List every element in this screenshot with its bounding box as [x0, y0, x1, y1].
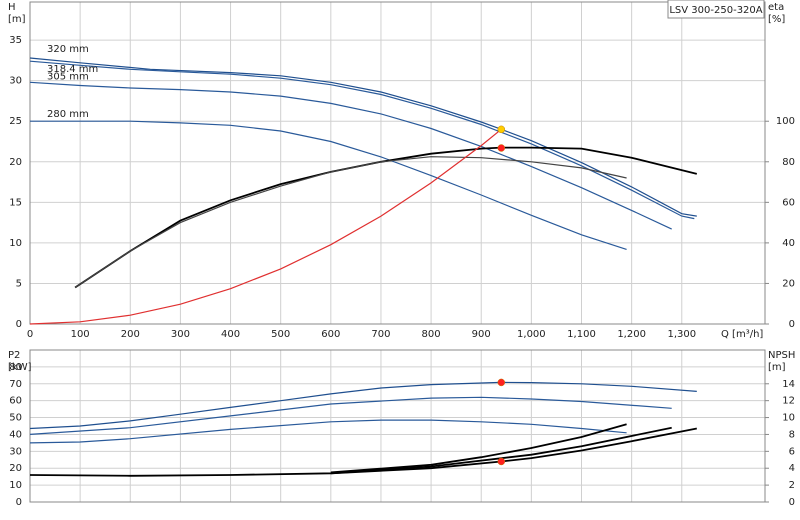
- x-tick-label: 1,300: [667, 329, 696, 340]
- y-tick-label: 80: [9, 362, 22, 373]
- x-tick-label: 800: [422, 329, 441, 340]
- operating-point: [497, 378, 506, 387]
- y-tick-label: 70: [9, 379, 22, 390]
- curve-label: 320 mm: [47, 44, 89, 55]
- y2-tick-label: 14: [782, 379, 795, 390]
- y2-tick-label: 0: [789, 319, 795, 330]
- y-tick-label: 60: [9, 396, 22, 407]
- title-box: [667, 0, 765, 19]
- y-tick-label: 40: [9, 429, 22, 440]
- y-tick-label: 15: [9, 197, 22, 208]
- x-tick-label: 1,100: [567, 329, 596, 340]
- y-tick-label: 0: [16, 497, 22, 508]
- y2-axis-label: NPSH: [768, 350, 795, 361]
- y2-tick-label: 12: [782, 396, 795, 407]
- x-tick-label: 100: [71, 329, 90, 340]
- curve: [29, 60, 695, 220]
- curve-label: 318.4 mm: [47, 64, 98, 75]
- x-tick-label: 500: [271, 329, 290, 340]
- y-tick-label: 25: [9, 116, 22, 127]
- y-tick-label: 30: [9, 76, 22, 87]
- x-axis-label: Q [m³/h]: [721, 329, 763, 340]
- curve: [29, 396, 672, 435]
- x-tick-label: 900: [472, 329, 491, 340]
- x-tick-label: 200: [121, 329, 140, 340]
- y-tick-label: 20: [9, 463, 22, 474]
- x-tick-label: 400: [221, 329, 240, 340]
- y2-tick-label: 60: [782, 197, 795, 208]
- y-axis-label: P2: [8, 350, 20, 361]
- y-tick-label: 20: [9, 157, 22, 168]
- y2-tick-label: 8: [789, 429, 795, 440]
- operating-point: [497, 457, 506, 466]
- x-tick-label: 300: [171, 329, 190, 340]
- plot-frame: [29, 349, 766, 503]
- curve-label: 305 mm: [47, 71, 89, 82]
- curve: [29, 427, 697, 477]
- y2-tick-label: 40: [782, 238, 795, 249]
- operating-point: [497, 125, 506, 134]
- plot-frame: [29, 1, 766, 325]
- curve: [30, 120, 627, 250]
- y-tick-label: 10: [9, 238, 22, 249]
- y2-tick-label: 100: [776, 116, 795, 127]
- chart-title: LSV 300-250-320A: [669, 5, 762, 16]
- y2-tick-label: 80: [782, 157, 795, 168]
- y-axis-unit: [m]: [8, 14, 26, 25]
- curve: [29, 419, 627, 444]
- curve: [29, 81, 672, 230]
- x-tick-label: 0: [27, 329, 33, 340]
- curve: [29, 57, 697, 217]
- y-axis-label: H: [8, 2, 16, 13]
- y2-tick-label: 0: [789, 497, 795, 508]
- y2-tick-label: 10: [782, 413, 795, 424]
- x-tick-label: 1,000: [517, 329, 546, 340]
- operating-point: [497, 144, 506, 152]
- plot-area: [30, 350, 765, 502]
- y-tick-label: 50: [9, 413, 22, 424]
- y2-axis-unit: [m]: [768, 362, 786, 373]
- curve: [330, 423, 627, 474]
- curve: [29, 128, 502, 325]
- x-tick-label: 1,200: [617, 329, 646, 340]
- curve: [74, 156, 627, 289]
- y2-axis-label: eta: [768, 2, 784, 13]
- y2-tick-label: 6: [789, 446, 795, 457]
- y-tick-label: 35: [9, 35, 22, 46]
- x-tick-label: 600: [321, 329, 340, 340]
- y-tick-label: 10: [9, 480, 22, 491]
- y2-tick-label: 2: [789, 480, 795, 491]
- y-tick-label: 0: [16, 319, 22, 330]
- curve-label: 280 mm: [47, 109, 89, 120]
- y2-axis-unit: [%]: [768, 14, 785, 25]
- curve: [330, 426, 672, 475]
- y-tick-label: 30: [9, 446, 22, 457]
- y2-tick-label: 4: [789, 463, 795, 474]
- y-axis-unit: [kW]: [8, 362, 32, 373]
- x-tick-label: 700: [371, 329, 390, 340]
- y-tick-label: 5: [16, 278, 22, 289]
- y2-tick-label: 20: [782, 278, 795, 289]
- curve: [74, 146, 698, 289]
- curve: [29, 381, 697, 430]
